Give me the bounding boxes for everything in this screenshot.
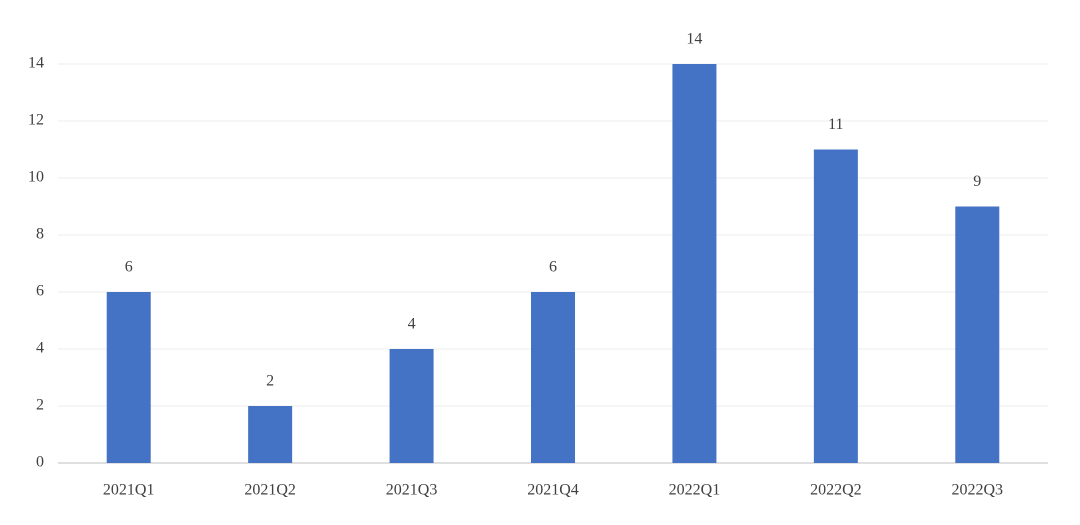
data-label: 2 — [266, 373, 274, 390]
data-label: 9 — [973, 173, 981, 190]
x-tick-label: 2022Q1 — [669, 482, 721, 499]
x-tick-label: 2021Q4 — [527, 482, 579, 499]
y-tick-label: 14 — [28, 55, 44, 72]
data-label: 14 — [686, 31, 702, 48]
bar — [813, 149, 858, 463]
data-label: 6 — [549, 259, 557, 276]
data-label: 6 — [125, 259, 133, 276]
x-tick-label: 2022Q2 — [810, 482, 862, 499]
bar — [531, 292, 575, 463]
y-tick-label: 6 — [36, 283, 44, 300]
y-tick-label: 0 — [36, 454, 44, 471]
bar — [672, 64, 717, 463]
x-tick-label: 2022Q3 — [952, 482, 1004, 499]
x-tick-label: 2021Q2 — [244, 482, 296, 499]
data-label: 4 — [408, 316, 416, 333]
data-label: 11 — [828, 116, 843, 133]
bar — [389, 349, 434, 463]
y-tick-label: 8 — [36, 226, 44, 243]
y-tick-label: 4 — [36, 340, 44, 357]
y-tick-label: 2 — [36, 397, 44, 414]
bar — [955, 206, 1000, 463]
x-tick-label: 2021Q3 — [386, 482, 438, 499]
y-tick-label: 10 — [28, 169, 44, 186]
y-tick-label: 12 — [28, 112, 44, 129]
bar — [248, 406, 293, 463]
bar — [106, 292, 151, 463]
x-tick-label: 2021Q1 — [103, 482, 155, 499]
